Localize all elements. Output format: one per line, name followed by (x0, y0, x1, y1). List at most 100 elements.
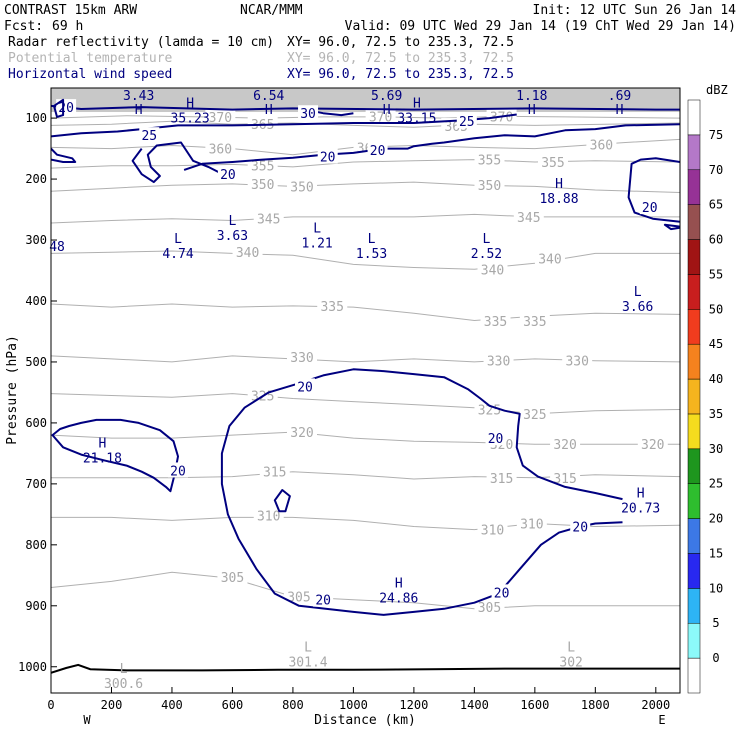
colorbar-level-label: 70 (709, 163, 723, 177)
theta-label-bg (259, 463, 290, 479)
y-tick-label: 700 (25, 477, 47, 491)
theta-contours: 3703703703653653603603603553553553503503… (51, 108, 680, 616)
extremum-value: 33.15 (397, 112, 436, 127)
y-tick-label: 500 (25, 355, 47, 369)
extremum-H: H (637, 486, 645, 501)
wind-speed-label: 20 (297, 380, 313, 395)
theta-label-bg (534, 250, 565, 266)
theta-label-bg (477, 521, 508, 537)
colorbar-swatch (687, 483, 701, 519)
colorbar-swatch (687, 169, 701, 205)
x-tick-label: 400 (161, 698, 183, 712)
extremum-H: H (528, 103, 536, 118)
x-tick-label: 600 (222, 698, 244, 712)
theta-contour-330 (51, 355, 680, 363)
wind-speed-label: 20 (320, 151, 336, 166)
theta-contour-label: 335 (320, 300, 343, 315)
wind-speed-label: 20 (488, 432, 504, 447)
colorbar-level-label: 60 (709, 233, 723, 247)
theta-contour-label: 315 (263, 466, 286, 481)
field-name-wind: Horizontal wind speed (8, 67, 172, 82)
x-tick-label: 2000 (641, 698, 670, 712)
theta-label-bg (516, 515, 547, 531)
theta-contour-label: 305 (478, 601, 501, 616)
field-xy-wind: XY= 96.0, 72.5 to 235.3, 72.5 (287, 67, 514, 82)
extremum-value: 35.23 (171, 112, 210, 127)
wind-speed-label: 20 (494, 586, 510, 601)
extremum-value: 1.53 (356, 247, 387, 262)
colorbar-level-label: 5 (712, 616, 719, 630)
extremum-H: H (265, 103, 273, 118)
wind-label-bg (367, 141, 388, 157)
extremum-H: H (616, 103, 624, 118)
extremum-value: 2.52 (471, 247, 502, 262)
org-label: NCAR/MMM (240, 3, 303, 18)
extremum-L: L (634, 285, 642, 300)
wind-speed-contour-20 (183, 123, 680, 171)
wind-label-bg (570, 518, 591, 534)
y-tick-label: 400 (25, 294, 47, 308)
extrema-labels: H3.43H35.23H6.54H5.69H33.15H1.18H.69H18.… (49, 89, 660, 692)
extremum-value: 5.69 (371, 89, 402, 104)
colorbar-swatch (687, 588, 701, 624)
extremum-value: 1.21 (301, 237, 332, 252)
theta-contour-label: 310 (257, 510, 280, 525)
extremum-L: L (483, 232, 491, 247)
extremum-H: H (395, 577, 403, 592)
wind-speed-label: 20 (642, 201, 658, 216)
wind-label-bg (456, 113, 477, 129)
wind-label-bg (317, 148, 338, 164)
colorbar-swatch (687, 204, 701, 240)
colorbar-level-label: 20 (709, 512, 723, 526)
theta-label-bg (253, 210, 284, 226)
init-time: Init: 12 UTC Sun 26 Jan 14 (533, 3, 737, 18)
theta-contour-label: 320 (641, 438, 664, 453)
wind-label-bg (491, 584, 512, 600)
colorbar-swatch (687, 274, 701, 310)
colorbar-level-label: 65 (709, 198, 723, 212)
theta-label-bg (513, 208, 544, 224)
theta-label-bg (480, 313, 511, 329)
wind-speed-label: 20 (58, 101, 74, 116)
theta-label-bg (232, 244, 263, 260)
theta-contour-label: 305 (287, 591, 310, 606)
x-axis-east-label: E (658, 713, 665, 727)
theta-contour-label: 345 (517, 211, 540, 226)
colorbar-level-label: 25 (709, 477, 723, 491)
theta-contour-360 (51, 138, 680, 156)
extremum-value: 20.73 (621, 501, 660, 516)
theta-contour-label: 315 (490, 472, 513, 487)
colorbar-swatch (687, 448, 701, 484)
wind-label-bg (139, 127, 160, 143)
theta-contour-label: 320 (553, 438, 576, 453)
theta-contour-370 (51, 115, 680, 119)
colorbar-level-label: 45 (709, 337, 723, 351)
fcst-value: 69 h (52, 19, 83, 34)
colorbar-swatch (687, 518, 701, 554)
theta-label-bg (217, 569, 248, 585)
colorbar-swatch (687, 134, 701, 171)
y-tick-label: 300 (25, 233, 47, 247)
field-name-theta: Potential temperature (8, 51, 173, 66)
extremum-value: 3.66 (622, 300, 653, 315)
y-tick-label: 200 (25, 172, 47, 186)
colorbar-level-label: 15 (709, 546, 723, 560)
theta-label-bg (283, 588, 314, 604)
extremum-value: 4.74 (162, 247, 193, 262)
theta-label-bg (474, 401, 505, 417)
field-xy-theta: XY= 96.0, 72.5 to 235.3, 72.5 (287, 51, 514, 66)
colorbar-level-label: 50 (709, 302, 723, 316)
wind-label-bg (298, 105, 319, 121)
wind-speed-label: 25 (459, 115, 475, 130)
theta-contour-label: 310 (481, 524, 504, 539)
extremum-L: L (174, 232, 182, 247)
theta-contour-label: 325 (523, 408, 546, 423)
theta-label-bg (586, 136, 617, 152)
theta-contour-label: 360 (209, 143, 232, 158)
theta-contour-label: 330 (565, 355, 588, 370)
theta-contour-label: 320 (290, 426, 313, 441)
theta-contour-325 (51, 393, 680, 415)
theta-contour-label: 355 (478, 154, 501, 169)
field-xy-reflectivity: XY= 96.0, 72.5 to 235.3, 72.5 (287, 35, 514, 50)
theta-label-bg (550, 469, 581, 485)
